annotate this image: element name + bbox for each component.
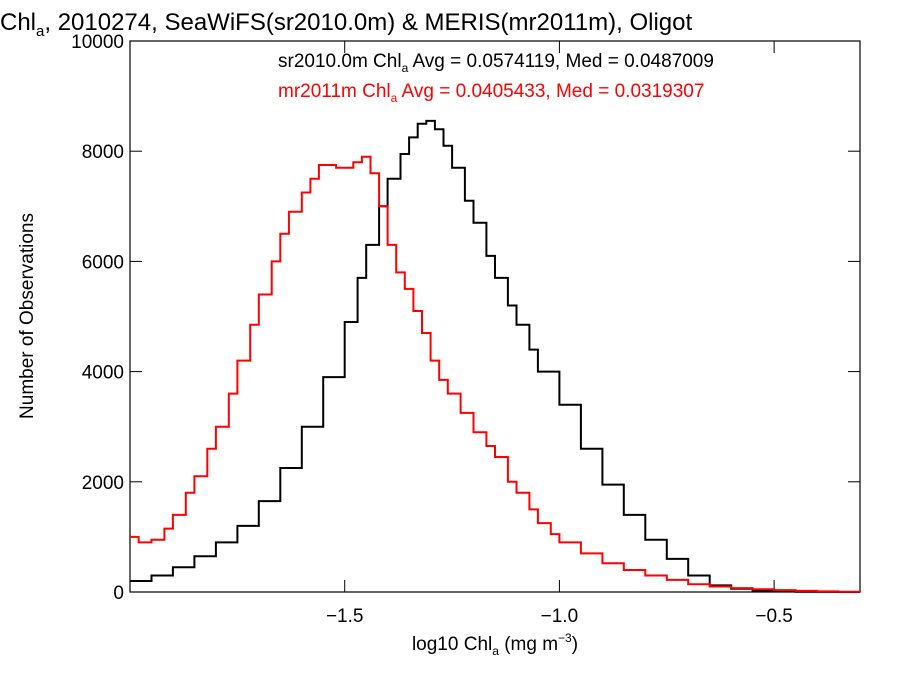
y-tick-label: 10000 <box>71 32 124 53</box>
plot-frame <box>129 40 861 593</box>
y-tick-label: 4000 <box>82 363 124 384</box>
series-line-sr2010.0m <box>130 119 860 593</box>
chart-title: Chla, 2010274, SeaWiFS(sr2010.0m) & MERI… <box>0 9 692 40</box>
x-tick-label: −0.5 <box>755 606 793 627</box>
x-axis-label: log10 Chla (mg m−3) <box>412 631 578 658</box>
y-tick-label: 8000 <box>82 142 124 163</box>
y-tick-label: 0 <box>113 583 124 604</box>
series-group <box>130 119 861 593</box>
y-axis-label: Number of Observations <box>17 213 38 419</box>
x-axis: −1.5 −1.0 −0.5 <box>326 41 793 627</box>
x-tick-label: −1.0 <box>541 606 579 627</box>
series-line-mr2011m <box>130 155 861 593</box>
x-tick-label: −1.5 <box>326 606 364 627</box>
series-annotation-red: mr2011m Chla Avg = 0.0405433, Med = 0.03… <box>278 81 704 105</box>
y-axis: 0 2000 4000 6000 8000 10000 <box>71 32 860 604</box>
series-annotation-black: sr2010.0m Chla Avg = 0.0574119, Med = 0.… <box>278 51 714 75</box>
y-tick-label: 6000 <box>82 252 124 273</box>
y-tick-label: 2000 <box>82 473 124 494</box>
